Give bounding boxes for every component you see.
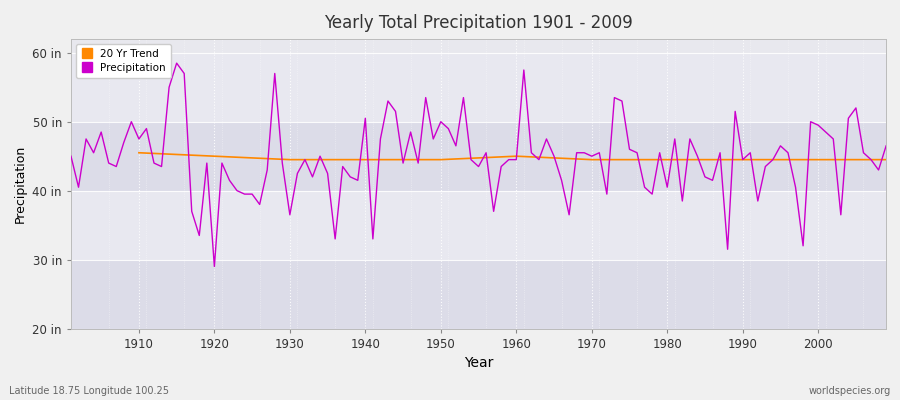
20 Yr Trend xyxy=(133,150,144,155)
Y-axis label: Precipitation: Precipitation xyxy=(14,145,27,223)
Title: Yearly Total Precipitation 1901 - 2009: Yearly Total Precipitation 1901 - 2009 xyxy=(324,14,633,32)
Precipitation xyxy=(171,61,182,66)
20 Yr Trend xyxy=(436,157,446,162)
Text: worldspecies.org: worldspecies.org xyxy=(809,386,891,396)
Precipitation xyxy=(616,99,627,104)
Precipitation xyxy=(66,154,77,158)
Precipitation xyxy=(518,68,529,72)
Bar xyxy=(71,122,886,191)
Bar xyxy=(71,260,886,328)
X-axis label: Year: Year xyxy=(464,356,493,370)
Bar xyxy=(71,191,886,260)
Precipitation xyxy=(881,144,892,148)
Text: Latitude 18.75 Longitude 100.25: Latitude 18.75 Longitude 100.25 xyxy=(9,386,169,396)
Line: 20 Yr Trend: 20 Yr Trend xyxy=(139,153,886,160)
Precipitation xyxy=(126,119,137,124)
20 Yr Trend xyxy=(587,157,598,162)
20 Yr Trend xyxy=(881,157,892,162)
Precipitation xyxy=(526,150,536,155)
Legend: 20 Yr Trend, Precipitation: 20 Yr Trend, Precipitation xyxy=(76,44,171,78)
Bar xyxy=(71,53,886,122)
20 Yr Trend xyxy=(284,157,295,162)
Line: Precipitation: Precipitation xyxy=(71,63,886,266)
Precipitation xyxy=(307,174,318,179)
20 Yr Trend xyxy=(511,154,522,158)
Precipitation xyxy=(209,264,220,269)
Precipitation xyxy=(353,178,364,183)
